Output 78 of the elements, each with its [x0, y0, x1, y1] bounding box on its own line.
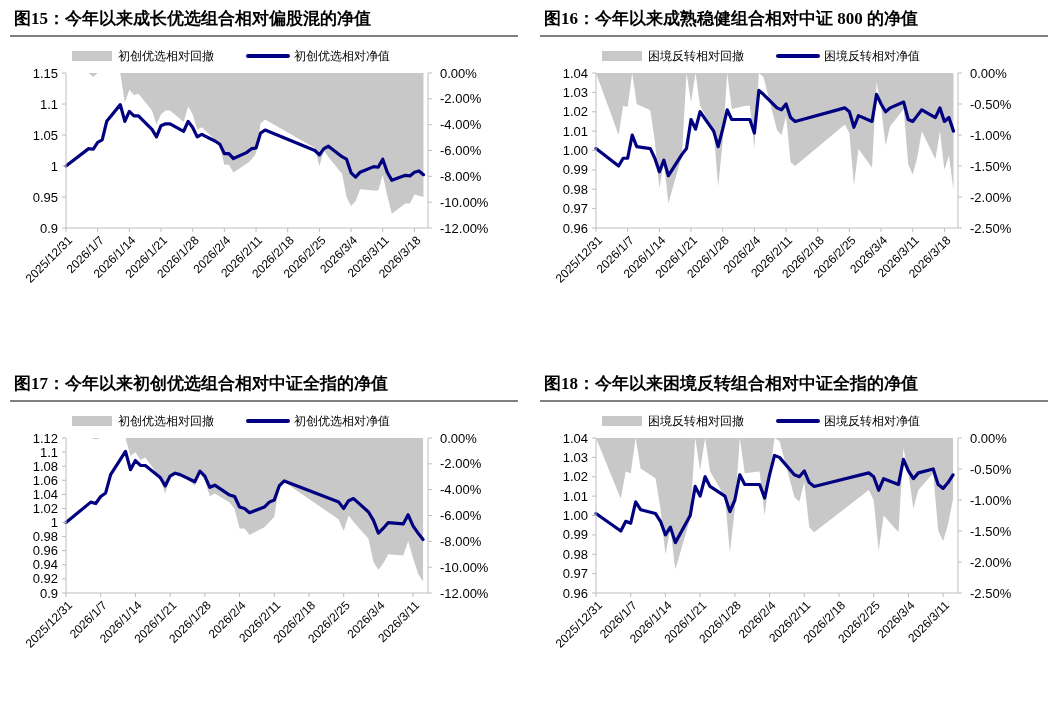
chart-title: 图17：今年以来初创优选组合相对中证全指的净值 [14, 374, 388, 393]
y2-tick-label: 0.00% [970, 65, 1008, 81]
y-tick-label: 1 [50, 158, 58, 174]
y-tick-label: 1.05 [32, 127, 58, 143]
y-tick-label: 1.03 [562, 449, 588, 465]
y-tick-label: 0.98 [562, 181, 588, 197]
y2-tick-label: -6.00% [440, 508, 482, 524]
line-series [594, 88, 956, 178]
y2-tick-label: -8.00% [440, 533, 482, 549]
legend-label: 初创优选相对净值 [294, 414, 390, 429]
y-tick-label: 1.15 [32, 65, 58, 81]
y2-tick-label: -0.50% [970, 461, 1012, 477]
y-tick-label: 1.02 [562, 104, 588, 120]
y-tick-label: 1.00 [562, 143, 588, 159]
y-tick-label: 1.00 [562, 508, 588, 524]
legend-label: 困境反转相对净值 [824, 414, 920, 429]
y-tick-label: 0.99 [562, 527, 588, 543]
y2-tick-label: 0.00% [440, 430, 478, 446]
y2-tick-label: -12.00% [440, 585, 489, 601]
y-tick-label: 1.12 [32, 430, 58, 446]
y2-tick-label: -1.00% [970, 127, 1012, 143]
y2-tick-label: -4.00% [440, 482, 482, 498]
y2-tick-label: -10.00% [440, 194, 489, 210]
y-tick-label: 1.06 [32, 472, 58, 488]
y2-tick-label: -4.00% [440, 117, 482, 133]
y-tick-label: 1.04 [32, 486, 58, 502]
y-tick-label: 0.98 [562, 546, 588, 562]
y2-tick-label: -2.50% [970, 585, 1012, 601]
y2-tick-label: -12.00% [440, 220, 489, 236]
y2-tick-label: -2.00% [970, 189, 1012, 205]
y2-tick-label: 0.00% [440, 65, 478, 81]
y-tick-label: 0.97 [562, 201, 588, 217]
y2-tick-label: -0.50% [970, 96, 1012, 112]
y2-tick-label: 0.00% [970, 430, 1008, 446]
y-tick-label: 0.96 [32, 543, 58, 559]
y-tick-label: 0.97 [562, 566, 588, 582]
y2-tick-label: -8.00% [440, 168, 482, 184]
y-tick-label: 1.02 [32, 501, 58, 516]
y-tick-label: 1.01 [562, 123, 588, 139]
y-tick-label: 1.04 [562, 430, 588, 446]
y-tick-label: 0.94 [32, 557, 58, 573]
legend-label: 困境反转相对净值 [824, 49, 920, 64]
y-tick-label: 1.1 [39, 96, 58, 112]
legend-label: 初创优选相对回撤 [118, 414, 214, 429]
y-tick-label: 0.99 [562, 162, 588, 178]
y-tick-label: 0.96 [562, 585, 588, 601]
legend-label: 困境反转相对回撤 [648, 414, 744, 429]
y2-tick-label: -1.50% [970, 158, 1012, 174]
y-tick-label: 1.02 [562, 469, 588, 485]
y-tick-label: 1.01 [562, 488, 588, 504]
y2-tick-label: -6.00% [440, 143, 482, 159]
y2-tick-label: -2.00% [440, 456, 482, 472]
y2-tick-label: -10.00% [440, 559, 489, 575]
y-tick-label: 0.92 [32, 571, 58, 587]
y-tick-label: 1.03 [562, 84, 588, 100]
y2-tick-label: -1.50% [970, 523, 1012, 539]
line-series [594, 453, 955, 545]
y-tick-label: 1.08 [32, 458, 58, 474]
line-series [64, 103, 426, 182]
y2-tick-label: -2.50% [970, 220, 1012, 236]
line-series [64, 449, 425, 542]
chart-title: 图18：今年以来困境反转组合相对中证全指的净值 [544, 374, 918, 393]
y-tick-label: 1.04 [562, 65, 588, 81]
chart-title: 图15：今年以来成长优选组合相对偏股混的净值 [14, 9, 371, 28]
y-tick-label: 1 [50, 515, 58, 531]
y-tick-label: 1.1 [39, 444, 58, 460]
legend-label: 困境反转相对回撤 [648, 49, 744, 64]
y-tick-label: 0.95 [32, 189, 58, 205]
y2-tick-label: -2.00% [440, 91, 482, 107]
legend-label: 初创优选相对回撤 [118, 49, 214, 64]
y-tick-label: 0.9 [39, 220, 58, 236]
chart-title: 图16：今年以来成熟稳健组合相对中证 800 的净值 [544, 9, 918, 28]
y2-tick-label: -2.00% [970, 554, 1012, 570]
legend-label: 初创优选相对净值 [294, 49, 390, 64]
y-tick-label: 0.98 [32, 529, 58, 545]
y2-tick-label: -1.00% [970, 492, 1012, 508]
y-tick-label: 0.96 [562, 220, 588, 236]
y-tick-label: 0.9 [39, 585, 58, 601]
